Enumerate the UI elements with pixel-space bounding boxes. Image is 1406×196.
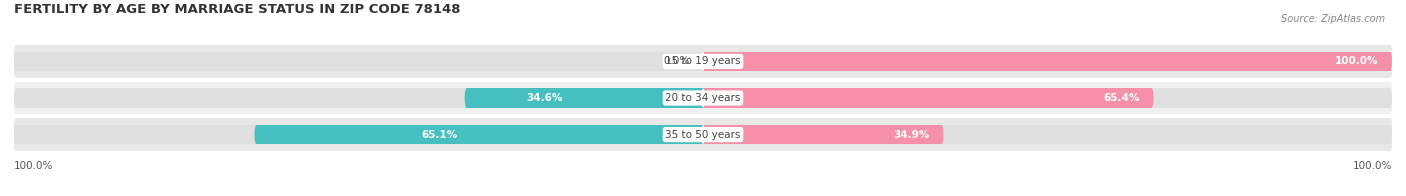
Text: 65.4%: 65.4% [1104,93,1140,103]
Bar [15,125,1391,144]
Circle shape [702,125,704,144]
Circle shape [1388,88,1392,108]
Text: 34.6%: 34.6% [527,93,564,103]
Text: 100.0%: 100.0% [1334,56,1378,66]
Circle shape [1388,118,1393,151]
Bar [15,82,1391,114]
Text: Source: ZipAtlas.com: Source: ZipAtlas.com [1281,14,1385,24]
Circle shape [939,125,943,144]
Bar [15,88,1391,108]
Bar [703,125,942,144]
Circle shape [1388,125,1392,144]
Text: 15 to 19 years: 15 to 19 years [665,56,741,66]
Circle shape [464,88,468,108]
Circle shape [1388,45,1393,78]
Circle shape [13,118,18,151]
Text: 34.9%: 34.9% [893,130,929,140]
Circle shape [254,125,259,144]
Circle shape [13,82,18,114]
Circle shape [14,125,18,144]
Circle shape [702,88,704,108]
Bar [15,52,1391,71]
Circle shape [702,52,704,71]
Bar [467,88,703,108]
Text: FERTILITY BY AGE BY MARRIAGE STATUS IN ZIP CODE 78148: FERTILITY BY AGE BY MARRIAGE STATUS IN Z… [14,3,461,16]
Bar [256,125,703,144]
Text: 100.0%: 100.0% [14,161,53,171]
Text: 35 to 50 years: 35 to 50 years [665,130,741,140]
Circle shape [1388,52,1392,71]
Bar [703,52,1391,71]
Circle shape [1388,82,1393,114]
Text: 20 to 34 years: 20 to 34 years [665,93,741,103]
Circle shape [14,52,18,71]
Text: 65.1%: 65.1% [422,130,458,140]
Bar [703,88,1152,108]
Circle shape [1150,88,1153,108]
Circle shape [14,88,18,108]
Bar [15,45,1391,78]
Circle shape [13,45,18,78]
Circle shape [1388,52,1392,71]
Text: 0.0%: 0.0% [664,56,689,66]
Text: 100.0%: 100.0% [1353,161,1392,171]
Bar [15,118,1391,151]
